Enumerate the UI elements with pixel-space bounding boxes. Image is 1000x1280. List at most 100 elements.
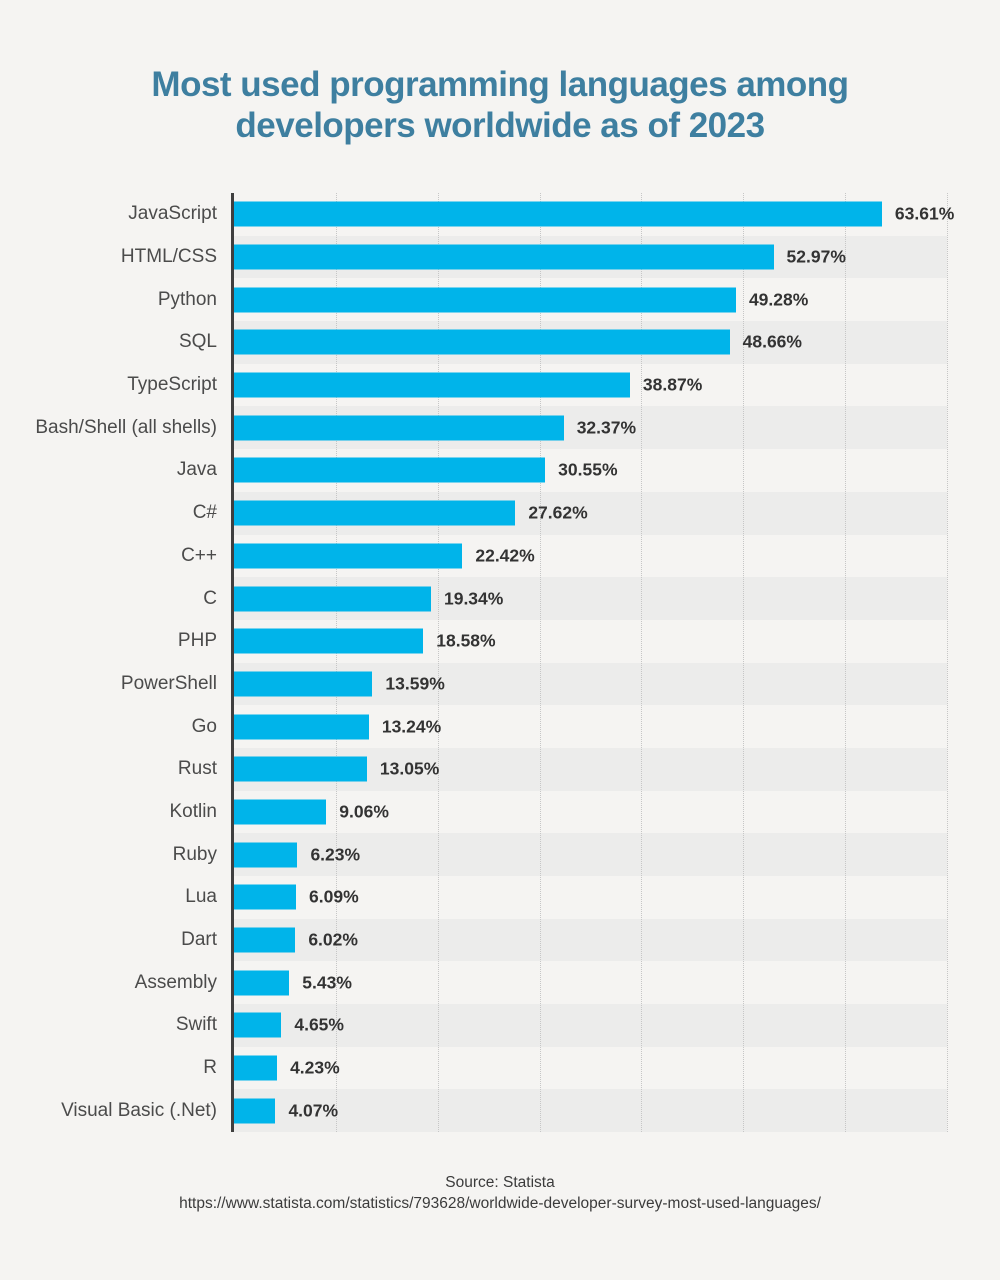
bar-row: HTML/CSS 52.97% [121,235,947,279]
bar-row: PHP 18.58% [178,620,947,663]
page-title-line2: developers worldwide as of 2023 [235,106,765,145]
bar-row: C++ 22.42% [181,535,947,578]
bar-row: SQL 48.66% [179,321,947,364]
bar-row: JavaScript 63.61% [128,193,954,236]
category-label: JavaScript [128,203,217,225]
bar [234,329,730,355]
value-label: 4.65% [294,1014,344,1035]
bar-row: Assembly 5.43% [135,961,947,1004]
value-label: 63.61% [894,203,955,224]
category-label: C# [192,502,217,524]
category-label: C++ [181,544,217,566]
value-label: 52.97% [786,246,846,267]
bar-row: Ruby 6.23% [173,833,947,876]
bar [234,586,431,612]
bar-row: TypeScript 38.87% [127,364,947,407]
category-label: PHP [177,630,217,652]
gridline [539,193,541,1132]
bar [234,628,424,654]
bar-row: C 19.34% [203,577,947,620]
value-label: 32.37% [576,417,637,438]
bar-row: Python 49.28% [158,278,947,321]
bar-row: PowerShell 13.59% [121,662,947,706]
value-label: 4.23% [290,1057,340,1078]
value-label: 18.58% [436,630,496,651]
category-label: Rust [177,758,217,780]
gridline [437,193,439,1132]
category-label: HTML/CSS [120,246,217,268]
value-label: 6.02% [308,929,358,950]
bar-row: Go 13.24% [192,705,947,748]
category-label: Go [191,715,217,737]
bar-row: Kotlin 9.06% [169,791,947,834]
value-label: 9.06% [339,801,389,822]
value-label: 27.62% [528,502,588,523]
category-label: Dart [181,929,217,951]
bar [234,799,327,825]
value-label: 13.24% [381,716,442,737]
footer-source: Source: Statista [445,1174,555,1191]
category-label: Ruby [172,843,217,865]
gridline [743,193,745,1132]
bar-row: R 4.23% [203,1047,947,1090]
footer: Source: Statista https://www.statista.co… [0,1172,1000,1214]
bar [234,543,463,569]
category-label: Kotlin [169,800,217,822]
bar-row: Bash/Shell (all shells) 32.37% [35,406,947,450]
plot-area: JavaScript 63.61% HTML/CSS 52.97% Python 49.2… [35,193,954,1133]
category-label: Bash/Shell (all shells) [35,416,217,438]
category-label: SQL [178,331,217,353]
category-label: Visual Basic (.Net) [61,1099,217,1121]
value-label: 13.05% [379,758,440,779]
bar [234,714,369,740]
gridline [947,193,948,1132]
bar [234,415,564,441]
category-label: PowerShell [120,672,217,694]
value-label: 4.07% [288,1100,339,1121]
category-label: Python [157,288,217,310]
bar [234,201,882,227]
category-label: R [203,1057,217,1079]
gridline [641,193,643,1132]
value-label: 6.23% [310,844,361,865]
bar [234,1055,278,1081]
footer-url: https://www.statista.com/statistics/7936… [179,1195,821,1212]
value-label: 13.59% [385,673,445,694]
bar [234,457,546,483]
value-label: 22.42% [475,545,535,566]
bar [234,1012,282,1038]
bar [234,287,736,313]
category-label: Java [176,459,217,481]
value-label: 5.43% [302,972,352,993]
category-label: C [203,587,217,609]
bar-row: C# 27.62% [193,491,947,535]
bar [234,372,630,398]
bar-row: Rust 13.05% [178,747,947,791]
bar-row: Swift 4.65% [176,1004,947,1047]
category-label: TypeScript [127,374,217,396]
value-label: 49.28% [748,289,809,310]
page-title-line1: Most used programming languages among [151,65,849,104]
bar [234,756,367,782]
category-label: Swift [175,1014,217,1036]
value-label: 38.87% [642,374,703,395]
bar-row: Java 30.55% [177,449,947,492]
bar [234,884,297,910]
value-label: 30.55% [558,459,618,480]
page-title: Most used programming languages among de… [0,64,1000,146]
bar [234,970,290,996]
bar [234,1098,276,1124]
bar [234,927,296,953]
bar-row: Lua 6.09% [185,876,947,919]
category-label: Lua [185,886,217,908]
bar-row: Visual Basic (.Net) 4.07% [61,1089,947,1133]
category-label: Assembly [134,971,217,993]
bar [234,244,774,270]
value-label: 48.66% [742,331,802,352]
bar [234,671,373,697]
value-label: 6.09% [309,886,359,907]
bar [234,500,516,526]
bar [234,842,298,868]
bar-row: Dart 6.02% [181,918,947,962]
